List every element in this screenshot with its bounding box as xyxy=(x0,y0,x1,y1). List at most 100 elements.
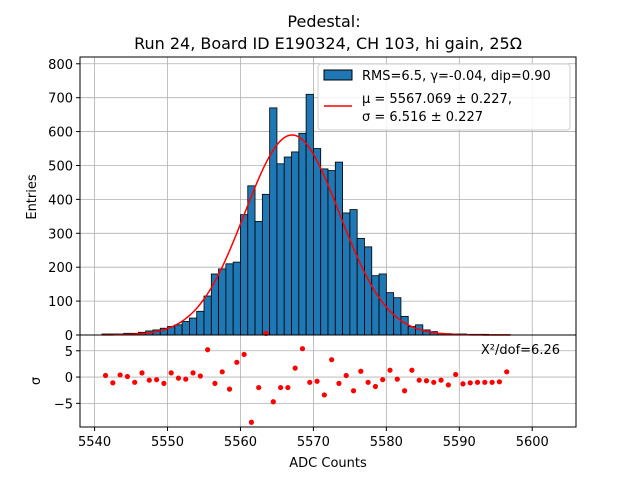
histogram-bar xyxy=(276,163,285,336)
axis-ticks: 5540 5550 5560 5570 5580 5590 5600010020030040… xyxy=(48,58,549,450)
histogram-bar xyxy=(334,161,343,336)
residual-point xyxy=(270,399,276,405)
y-axis-label-bottom: σ xyxy=(29,377,44,385)
histogram-bar xyxy=(261,193,271,336)
x-axis-label: ADC Counts xyxy=(289,456,367,471)
residual-point xyxy=(401,388,408,394)
y-tick-label-bottom: 0 xyxy=(65,371,73,386)
residual-point xyxy=(372,383,379,390)
histogram-bars xyxy=(101,93,511,336)
histogram-bar xyxy=(174,324,183,336)
bottom-panel-frame xyxy=(79,334,577,428)
y-tick-label-top: 500 xyxy=(48,159,73,174)
residual-point xyxy=(445,382,451,388)
residual-point xyxy=(146,377,152,383)
x-tick-label: 5570 xyxy=(297,435,330,450)
residual-point xyxy=(343,372,349,379)
y-tick-label-bottom: −5 xyxy=(54,397,73,412)
residual-point xyxy=(394,376,400,382)
histogram-bar xyxy=(232,261,241,336)
residual-point xyxy=(292,365,298,371)
residual-point xyxy=(197,373,203,379)
histogram-bar xyxy=(283,156,292,336)
residual-point xyxy=(175,375,182,381)
residual-point xyxy=(409,367,415,373)
residual-point xyxy=(365,379,371,385)
residual-point xyxy=(102,372,109,379)
y-tick-label-top: 100 xyxy=(48,295,73,310)
residual-point xyxy=(124,373,131,380)
residual-point xyxy=(132,379,138,385)
residual-point xyxy=(314,378,320,384)
residual-point xyxy=(183,376,189,382)
residual-point xyxy=(380,377,386,383)
y-tick-label-top: 800 xyxy=(48,58,73,73)
histogram-bar xyxy=(305,93,314,336)
y-tick-label-top: 200 xyxy=(48,261,73,276)
histogram-bar xyxy=(320,168,329,336)
chart-title-line1: Pedestal: xyxy=(287,12,360,31)
y-tick-label-top: 0 xyxy=(65,329,73,344)
histogram-bar xyxy=(210,273,219,336)
gaussian-fit-curve xyxy=(101,134,511,336)
residual-point xyxy=(190,370,196,376)
residual-point xyxy=(431,379,437,385)
residual-point xyxy=(350,388,357,394)
residual-point xyxy=(336,380,342,386)
residual-point xyxy=(474,379,481,385)
residual-point xyxy=(329,357,335,363)
bottom-panel-grid xyxy=(80,335,576,427)
histogram-bar xyxy=(364,246,373,336)
residual-point xyxy=(467,380,473,386)
chi2-annotation: X²/dof=6.26 xyxy=(481,343,560,358)
residual-point xyxy=(256,384,262,391)
residual-point xyxy=(299,346,306,352)
residual-point xyxy=(438,377,444,383)
x-tick-label: 5540 xyxy=(78,435,111,450)
residual-point xyxy=(212,380,218,386)
x-tick-label: 5600 xyxy=(516,435,549,450)
legend-fit-label-sigma: σ = 6.516 ± 0.227 xyxy=(362,110,483,125)
y-tick-label-top: 400 xyxy=(48,193,73,208)
histogram-bar xyxy=(203,295,212,336)
residual-point xyxy=(226,386,233,392)
residual-point xyxy=(285,384,291,391)
histogram-bar xyxy=(378,273,387,336)
residual-point xyxy=(358,368,364,374)
residual-point xyxy=(423,378,430,384)
residual-point xyxy=(307,379,313,385)
histogram-bar xyxy=(181,321,190,336)
histogram-bar xyxy=(291,151,300,336)
legend-fit-label-mu: μ = 5567.069 ± 0.227, xyxy=(362,92,512,107)
histogram-bar xyxy=(189,317,198,336)
y-tick-label-bottom: 5 xyxy=(65,345,73,360)
residual-point xyxy=(489,379,495,385)
histogram-bar xyxy=(371,275,380,336)
residual-point xyxy=(321,392,327,398)
x-tick-label: 5580 xyxy=(370,435,403,450)
residual-point xyxy=(453,371,459,378)
histogram-bar xyxy=(196,310,205,336)
residual-point xyxy=(460,381,466,387)
histogram-bar xyxy=(356,237,365,336)
histogram-bar xyxy=(254,221,263,336)
residual-point xyxy=(161,380,167,386)
histogram-bar xyxy=(298,132,307,336)
y-axis-label-top: Entries xyxy=(25,174,40,220)
residual-point xyxy=(277,384,284,391)
histogram-bar xyxy=(269,107,278,336)
residual-point xyxy=(504,369,510,375)
residual-point xyxy=(117,372,123,378)
residual-points xyxy=(102,330,510,425)
histogram-bar xyxy=(218,268,227,336)
y-tick-label-top: 300 xyxy=(48,227,73,242)
x-tick-label: 5590 xyxy=(443,435,476,450)
y-tick-label-top: 600 xyxy=(48,126,73,141)
legend: RMS=6.5, γ=-0.04, dip=0.90 μ = 5567.069 … xyxy=(317,63,571,131)
residual-point xyxy=(241,351,247,358)
x-tick-label: 5560 xyxy=(224,435,257,450)
histogram-bar xyxy=(349,209,358,336)
residual-point xyxy=(205,347,211,353)
residual-point xyxy=(387,367,393,373)
